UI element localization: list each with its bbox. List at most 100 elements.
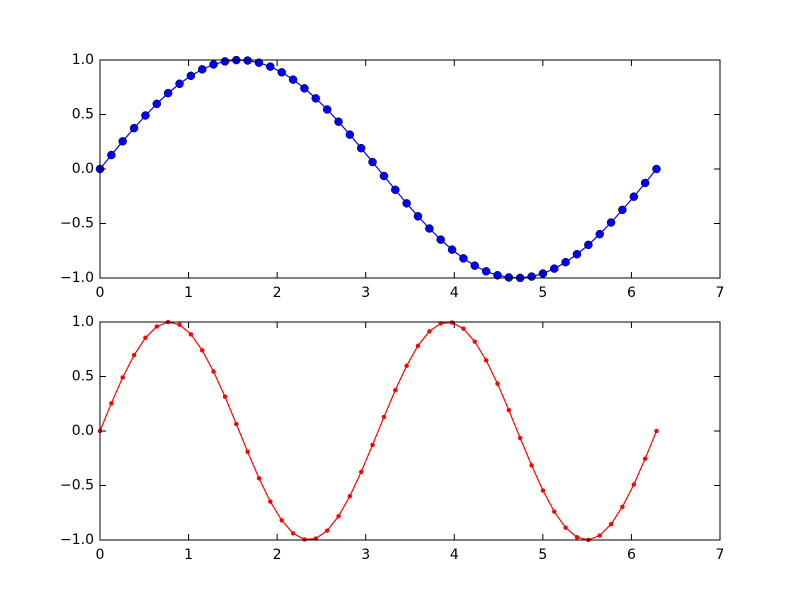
marker <box>268 499 273 504</box>
marker <box>483 358 489 363</box>
marker <box>209 60 218 69</box>
x-tick-label: 2 <box>273 547 282 563</box>
marker <box>517 435 523 441</box>
marker <box>322 105 332 114</box>
marker <box>402 199 411 208</box>
y-tick-label: 0.5 <box>72 369 94 385</box>
marker <box>220 57 230 66</box>
marker <box>459 254 468 263</box>
marker <box>425 224 434 233</box>
marker <box>563 525 568 530</box>
x-tick-label: 5 <box>538 547 547 563</box>
x-tick-label: 5 <box>538 285 547 301</box>
marker <box>427 329 432 334</box>
marker <box>141 111 150 120</box>
marker <box>447 245 457 254</box>
marker <box>370 442 375 448</box>
marker <box>118 137 127 146</box>
y-tick-label: 0.0 <box>72 161 94 177</box>
marker <box>449 320 455 325</box>
marker <box>550 264 559 273</box>
marker <box>245 449 250 455</box>
x-tick-label: 7 <box>716 285 725 301</box>
marker <box>436 235 445 244</box>
marker <box>199 348 205 353</box>
marker <box>152 99 162 109</box>
marker <box>197 65 207 74</box>
x-tick-label: 2 <box>273 285 282 301</box>
marker <box>234 421 239 427</box>
marker <box>574 535 580 540</box>
marker <box>393 387 398 393</box>
y-tick-label: −0.5 <box>60 216 94 232</box>
marker <box>347 493 353 499</box>
marker <box>470 261 479 270</box>
axes-frame <box>99 321 721 541</box>
marker <box>640 178 650 188</box>
marker <box>358 469 364 475</box>
x-tick-label: 0 <box>96 547 105 563</box>
marker <box>277 68 286 77</box>
x-tick-label: 4 <box>450 547 459 563</box>
marker <box>188 332 194 337</box>
x-tick-label: 7 <box>716 547 725 563</box>
marker <box>290 531 296 536</box>
x-tick-label: 3 <box>361 547 370 563</box>
marker <box>266 62 275 71</box>
axes-frame <box>99 59 721 279</box>
marker <box>279 518 284 523</box>
marker <box>652 164 661 174</box>
marker <box>129 123 139 133</box>
marker <box>608 521 614 527</box>
marker <box>336 513 341 519</box>
marker <box>584 240 593 250</box>
y-tick-label: −1.0 <box>60 532 94 548</box>
marker <box>143 335 148 341</box>
marker <box>345 130 355 139</box>
marker <box>572 249 582 259</box>
marker <box>131 352 137 358</box>
marker <box>529 463 534 468</box>
x-tick-label: 1 <box>184 547 193 563</box>
x-tick-label: 6 <box>627 547 636 563</box>
marker <box>629 192 639 201</box>
marker <box>368 157 377 167</box>
x-tick-label: 1 <box>184 285 193 301</box>
x-tick-label: 4 <box>450 285 459 301</box>
marker <box>302 537 307 542</box>
line <box>99 321 658 541</box>
marker <box>413 212 423 221</box>
marker <box>109 401 114 406</box>
marker <box>561 257 570 267</box>
marker <box>256 476 262 481</box>
marker <box>311 94 321 103</box>
marker <box>504 273 514 282</box>
marker <box>324 528 330 533</box>
y-tick-label: 0.5 <box>72 107 94 123</box>
y-tick-label: 1.0 <box>72 314 94 330</box>
marker <box>154 324 160 329</box>
marker <box>527 272 536 281</box>
marker <box>120 375 125 380</box>
marker <box>334 117 343 126</box>
y-tick-label: 1.0 <box>72 52 94 68</box>
marker <box>379 171 389 181</box>
marker <box>597 533 602 538</box>
marker <box>177 322 182 327</box>
marker <box>381 414 387 420</box>
marker <box>211 369 216 374</box>
marker <box>642 456 648 461</box>
y-tick-label: 0.0 <box>72 423 94 439</box>
marker <box>654 428 659 434</box>
marker <box>175 79 184 89</box>
x-tick-label: 0 <box>96 285 105 301</box>
marker <box>222 394 228 399</box>
y-tick-label: −1.0 <box>60 270 94 286</box>
marker <box>254 58 264 67</box>
marker <box>391 185 400 195</box>
marker <box>356 143 366 153</box>
marker <box>493 271 502 280</box>
marker <box>243 56 252 65</box>
marker <box>606 218 616 227</box>
